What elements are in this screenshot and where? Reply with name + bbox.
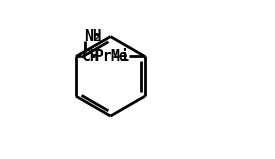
Text: NH: NH <box>84 29 102 44</box>
Text: Me: Me <box>111 49 128 64</box>
Text: CH: CH <box>82 49 99 64</box>
Text: Pr-i: Pr-i <box>95 49 130 64</box>
Text: 2: 2 <box>94 34 100 43</box>
